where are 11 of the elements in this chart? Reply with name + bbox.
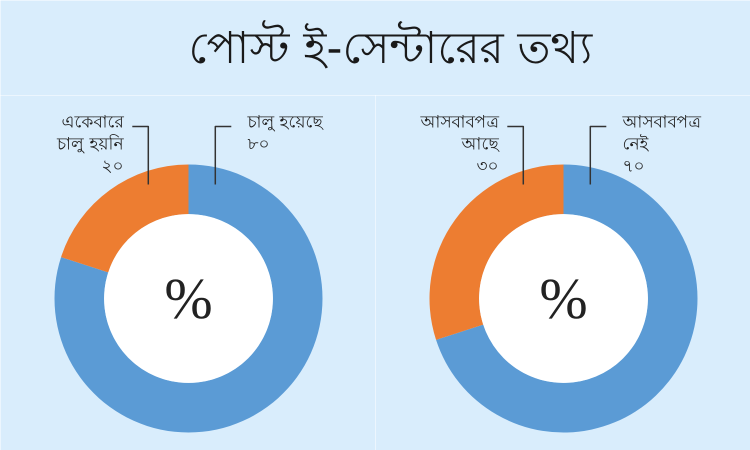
text: % [164,266,213,331]
data-label: ২০ [101,156,124,176]
slice-label: আসবাবপত্র নেই [621,112,702,154]
text: % [539,266,588,331]
slice-label: চালু হয়েছে [246,112,325,132]
data-label: ৮০ [247,134,270,154]
slice-label: আসবাবপত্র আছে [419,112,500,154]
data-label: ৩০ [476,156,498,176]
slice-label: একেবারে চালু হয়নি [56,112,124,154]
data-label: ৭০ [622,156,644,176]
chart-title: পোস্ট ই-সেন্টারের তথ্য [188,20,594,74]
